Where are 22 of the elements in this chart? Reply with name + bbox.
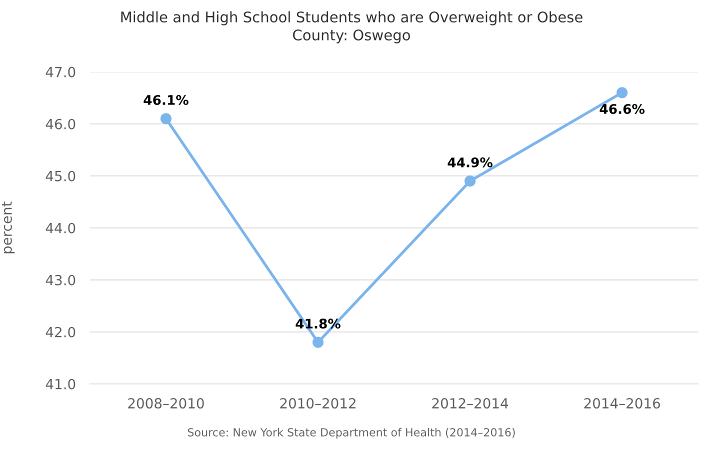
point	[616, 87, 628, 98]
y-tick-label: 44.0	[46, 222, 76, 234]
point	[464, 176, 476, 187]
x-tick-label: 2012–2014	[432, 398, 508, 409]
y-tick-label: 41.0	[46, 378, 76, 390]
y-tick-label: 45.0	[46, 170, 76, 182]
x-tick-label: 2008–2010	[128, 398, 204, 409]
y-tick-label: 47.0	[46, 66, 76, 78]
y-tick-label: 43.0	[46, 274, 76, 286]
point	[160, 113, 172, 124]
data-label: 41.8%	[296, 318, 340, 329]
data-label: 44.9%	[448, 157, 493, 168]
chart-title: Middle and High School Students who are Overweight or Obese County: Oswego	[121, 11, 582, 44]
x-tick-label: 2014–2016	[584, 398, 660, 409]
y-tick-label: 46.0	[46, 118, 76, 130]
point	[312, 336, 324, 348]
y-tick-label: 42.0	[46, 326, 76, 338]
source-note: Source: New York State Department of Health (2014–2016)	[188, 428, 515, 439]
data-label: 46.1%	[144, 95, 188, 105]
y-axis-title: percent	[2, 202, 15, 254]
x-tick-label: 2010–2012	[280, 398, 356, 409]
data-label: 46.6%	[600, 104, 645, 114]
